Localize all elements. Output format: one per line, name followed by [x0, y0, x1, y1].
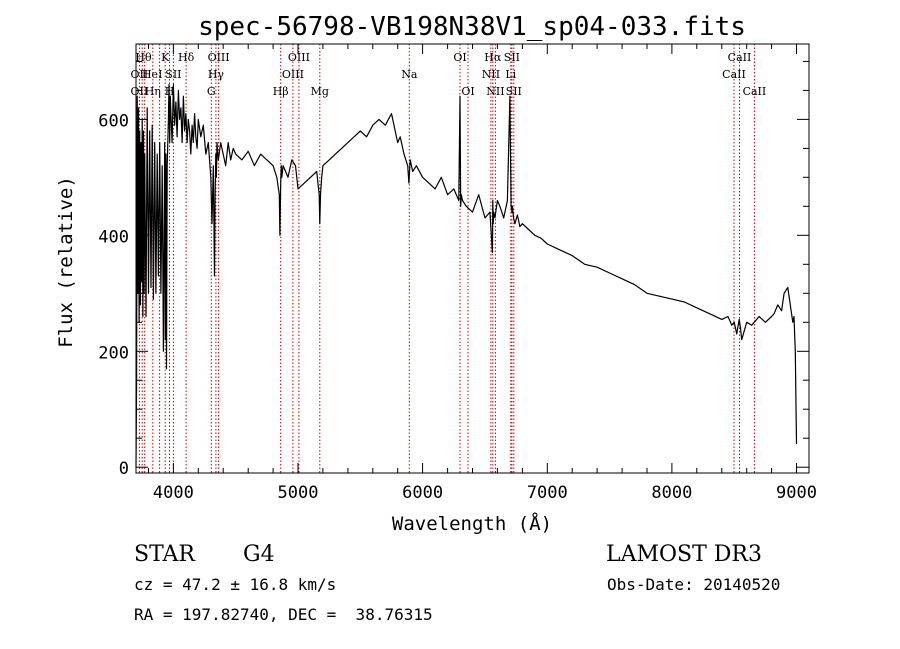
line-marker-label: CaII [728, 51, 752, 64]
line-marker-label: CaII [743, 85, 767, 98]
series-group [135, 83, 798, 468]
line-marker-label: OIII [282, 68, 304, 81]
line-marker-label: HeI [142, 68, 162, 81]
x-axis: 4000 5000 6000 7000 8000 9000 [148, 44, 817, 503]
object-class: STAR [134, 542, 196, 567]
line-marker-label: NII [486, 85, 504, 98]
object-subclass: G4 [243, 542, 275, 567]
line-marker-label: CaII [722, 68, 746, 81]
plot-frame [135, 43, 810, 474]
line-marker-label: OII [131, 85, 149, 98]
y-tick-label: 600 [98, 111, 129, 131]
x-tick-label: 6000 [402, 483, 443, 503]
y-axis-label: Flux (relative) [55, 176, 77, 348]
line-marker-label: OIII [208, 51, 230, 64]
x-tick-label: 9000 [776, 483, 817, 503]
line-marker-label: K [161, 51, 170, 64]
line-marker-label: OIII [288, 51, 310, 64]
line-marker-label: Hγ [208, 68, 225, 81]
x-tick-label: 4000 [153, 483, 194, 503]
chart-title: spec-56798-VB198N38V1_sp04-033.fits [198, 12, 746, 42]
y-tick-label: 200 [98, 343, 129, 363]
line-markers [138, 44, 755, 473]
survey-label: LAMOST DR3 [606, 542, 762, 567]
spectrum-line [135, 83, 798, 468]
line-marker-label: SII [504, 51, 520, 64]
y-tick-label: 0 [119, 459, 129, 479]
line-marker-label: OI [453, 51, 466, 64]
line-marker-label: Hη [145, 85, 161, 98]
y-tick-label: 400 [98, 227, 129, 247]
line-marker-label: NII [482, 68, 500, 81]
line-marker-label: Na [401, 68, 418, 81]
y-axis: 0 200 400 600 [98, 60, 809, 479]
x-tick-label: 7000 [527, 483, 568, 503]
obs-date-text: Obs-Date: 20140520 [607, 575, 780, 594]
line-marker-label: Mg [311, 85, 329, 98]
line-marker-label: SII [506, 85, 522, 98]
line-marker-label: SII [165, 68, 181, 81]
line-marker-label: G [207, 85, 216, 98]
line-marker-label: Hα [484, 51, 502, 64]
x-axis-label: Wavelength (Å) [392, 512, 552, 535]
line-marker-label: Li [505, 68, 516, 81]
x-tick-label: 5000 [278, 483, 319, 503]
coordinates-text: RA = 197.82740, DEC = 38.76315 [134, 605, 433, 624]
line-marker-label: Hθ [135, 51, 152, 64]
line-marker-label: Hβ [273, 85, 289, 98]
line-marker-label: Hδ [178, 51, 195, 64]
line-marker-label: OI [461, 85, 474, 98]
line-marker-label: OII [131, 68, 149, 81]
x-tick-label: 8000 [651, 483, 692, 503]
redshift-text: cz = 47.2 ± 16.8 km/s [134, 575, 336, 594]
